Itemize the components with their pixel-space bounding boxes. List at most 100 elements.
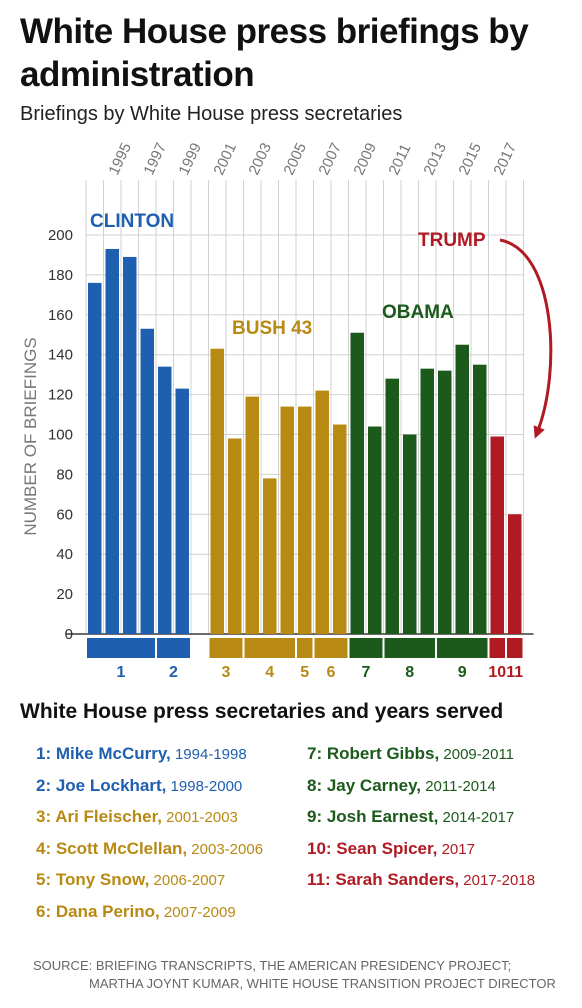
- admin-label-trump: TRUMP: [418, 230, 486, 251]
- tenure-bar-1: [87, 638, 155, 658]
- secretary-tenure-strip: 1 2 3 4 5 6 7 8 9 10 11: [87, 638, 523, 681]
- y-tick-label: 120: [48, 387, 73, 404]
- legend-item: 1: Mike McCurry, 1994-1998: [36, 744, 247, 764]
- admin-label-bush: BUSH 43: [232, 318, 312, 339]
- legend-title: White House press secretaries and years …: [20, 700, 504, 723]
- bar-1996: [123, 256, 137, 634]
- legend-item-name: 2: Joe Lockhart,: [36, 775, 167, 795]
- legend-item: 9: Josh Earnest, 2014-2017: [307, 807, 514, 827]
- tenure-label-9: 9: [458, 664, 467, 681]
- bar-2006: [298, 406, 312, 634]
- bar-1994: [88, 282, 102, 634]
- y-tick-label: 200: [48, 227, 73, 244]
- tenure-bar-7: [349, 638, 383, 658]
- legend-item-name: 1: Mike McCurry,: [36, 744, 171, 763]
- legend-item-name: 3: Ari Fleischer,: [36, 807, 162, 826]
- y-tick-label: 40: [56, 546, 73, 563]
- legend-item: 8: Jay Carney, 2011-2014: [307, 776, 496, 796]
- x-tick-label: 1999: [175, 140, 205, 177]
- y-tick-label: 180: [48, 267, 73, 284]
- tenure-label-3: 3: [222, 664, 231, 681]
- x-tick-label: 2005: [280, 140, 310, 177]
- x-tick-label: 2009: [350, 140, 380, 177]
- bar-2017: [490, 436, 504, 634]
- y-tick-label: 140: [48, 347, 73, 364]
- legend-item-name: 7: Robert Gibbs,: [307, 744, 440, 763]
- x-tick-label: 1997: [140, 140, 170, 177]
- bar-2008: [333, 424, 347, 634]
- tenure-label-8: 8: [405, 664, 414, 681]
- chart-subtitle: Briefings by White House press secretari…: [20, 103, 403, 125]
- bar-2009: [350, 332, 364, 634]
- admin-label-clinton: CLINTON: [90, 211, 174, 232]
- legend-item-name: 9: Josh Earnest,: [307, 807, 439, 826]
- y-tick-label: 0: [65, 626, 73, 643]
- legend-item-years: 2011-2014: [421, 777, 496, 795]
- x-tick-label: 2017: [490, 140, 520, 177]
- y-tick-label: 80: [56, 466, 73, 483]
- tenure-label-6: 6: [327, 664, 336, 681]
- bar-2004: [263, 478, 277, 634]
- x-tick-label: 2001: [210, 140, 240, 177]
- source-line-1: SOURCE: BRIEFING TRANSCRIPTS, THE AMERIC…: [33, 958, 512, 973]
- bar-2001: [210, 348, 224, 634]
- x-tick-label: 1995: [105, 140, 135, 177]
- bar-2007: [315, 390, 329, 634]
- legend-item: 7: Robert Gibbs, 2009-2011: [307, 744, 514, 764]
- tenure-bar-6: [314, 638, 348, 658]
- legend-item: 6: Dana Perino, 2007-2009: [36, 902, 236, 922]
- bar-2018: [508, 514, 522, 634]
- legend-item: 3: Ari Fleischer, 2001-2003: [36, 807, 238, 827]
- legend-item: 11: Sarah Sanders, 2017-2018: [307, 870, 535, 890]
- tenure-label-2: 2: [169, 664, 178, 681]
- tenure-bar-3: [209, 638, 243, 658]
- legend-item-years: 2003-2006: [187, 840, 264, 858]
- bar-2013: [420, 368, 434, 634]
- y-tick-label: 160: [48, 307, 73, 324]
- admin-label-obama: OBAMA: [382, 302, 454, 323]
- legend-item-years: 2014-2017: [438, 809, 515, 826]
- legend-item: 2: Joe Lockhart, 1998-2000: [36, 776, 242, 796]
- x-tick-label: 2015: [455, 140, 485, 177]
- legend-item-years: 2001-2003: [161, 809, 238, 826]
- tenure-bar-10: [489, 638, 505, 658]
- bars: [88, 248, 522, 634]
- y-axis-label: NUMBER OF BRIEFINGS: [21, 337, 40, 535]
- bar-2002: [228, 438, 242, 634]
- tenure-label-1: 1: [117, 664, 126, 681]
- tenure-label-11: 11: [506, 664, 523, 681]
- legend-item-name: 10: Sean Spicer,: [307, 838, 438, 858]
- tenure-label-7: 7: [362, 664, 371, 681]
- bar-1999: [175, 388, 189, 634]
- legend-item-years: 2017: [437, 840, 475, 858]
- legend-item-name: 4: Scott McClellan,: [36, 838, 188, 858]
- legend-item-name: 8: Jay Carney,: [307, 775, 422, 795]
- chart-title: White House press briefings by administr…: [20, 12, 529, 94]
- tenure-bar-11: [507, 638, 523, 658]
- legend-item: 10: Sean Spicer, 2017: [307, 839, 475, 859]
- tenure-bar-8: [384, 638, 435, 658]
- tenure-bar-2: [157, 638, 190, 658]
- legend-item-years: 2017-2018: [459, 872, 536, 889]
- source-line-2: MARTHA JOYNT KUMAR, WHITE HOUSE TRANSITI…: [89, 976, 556, 991]
- legend-item-years: 2006-2007: [149, 872, 226, 889]
- bar-2012: [403, 434, 417, 634]
- bar-1998: [158, 366, 172, 634]
- bar-1997: [140, 328, 154, 634]
- y-tick-label: 60: [56, 506, 73, 523]
- bar-1995: [105, 248, 119, 634]
- bar-2016: [473, 364, 487, 634]
- legend-item-years: 2007-2009: [159, 903, 236, 921]
- x-tick-label: 2011: [385, 141, 414, 177]
- bar-2003: [245, 396, 259, 634]
- legend-item-years: 2009-2011: [439, 746, 515, 763]
- y-tick-label: 20: [56, 586, 73, 603]
- legend-item: 4: Scott McClellan, 2003-2006: [36, 839, 263, 859]
- x-tick-label: 2007: [315, 140, 345, 177]
- trump-arrow: [499, 238, 553, 439]
- legend-item-name: 6: Dana Perino,: [36, 901, 160, 921]
- legend-item-years: 1994-1998: [170, 746, 247, 763]
- tenure-bar-4: [244, 638, 295, 658]
- bar-2015: [455, 344, 469, 634]
- tenure-label-5: 5: [300, 664, 309, 681]
